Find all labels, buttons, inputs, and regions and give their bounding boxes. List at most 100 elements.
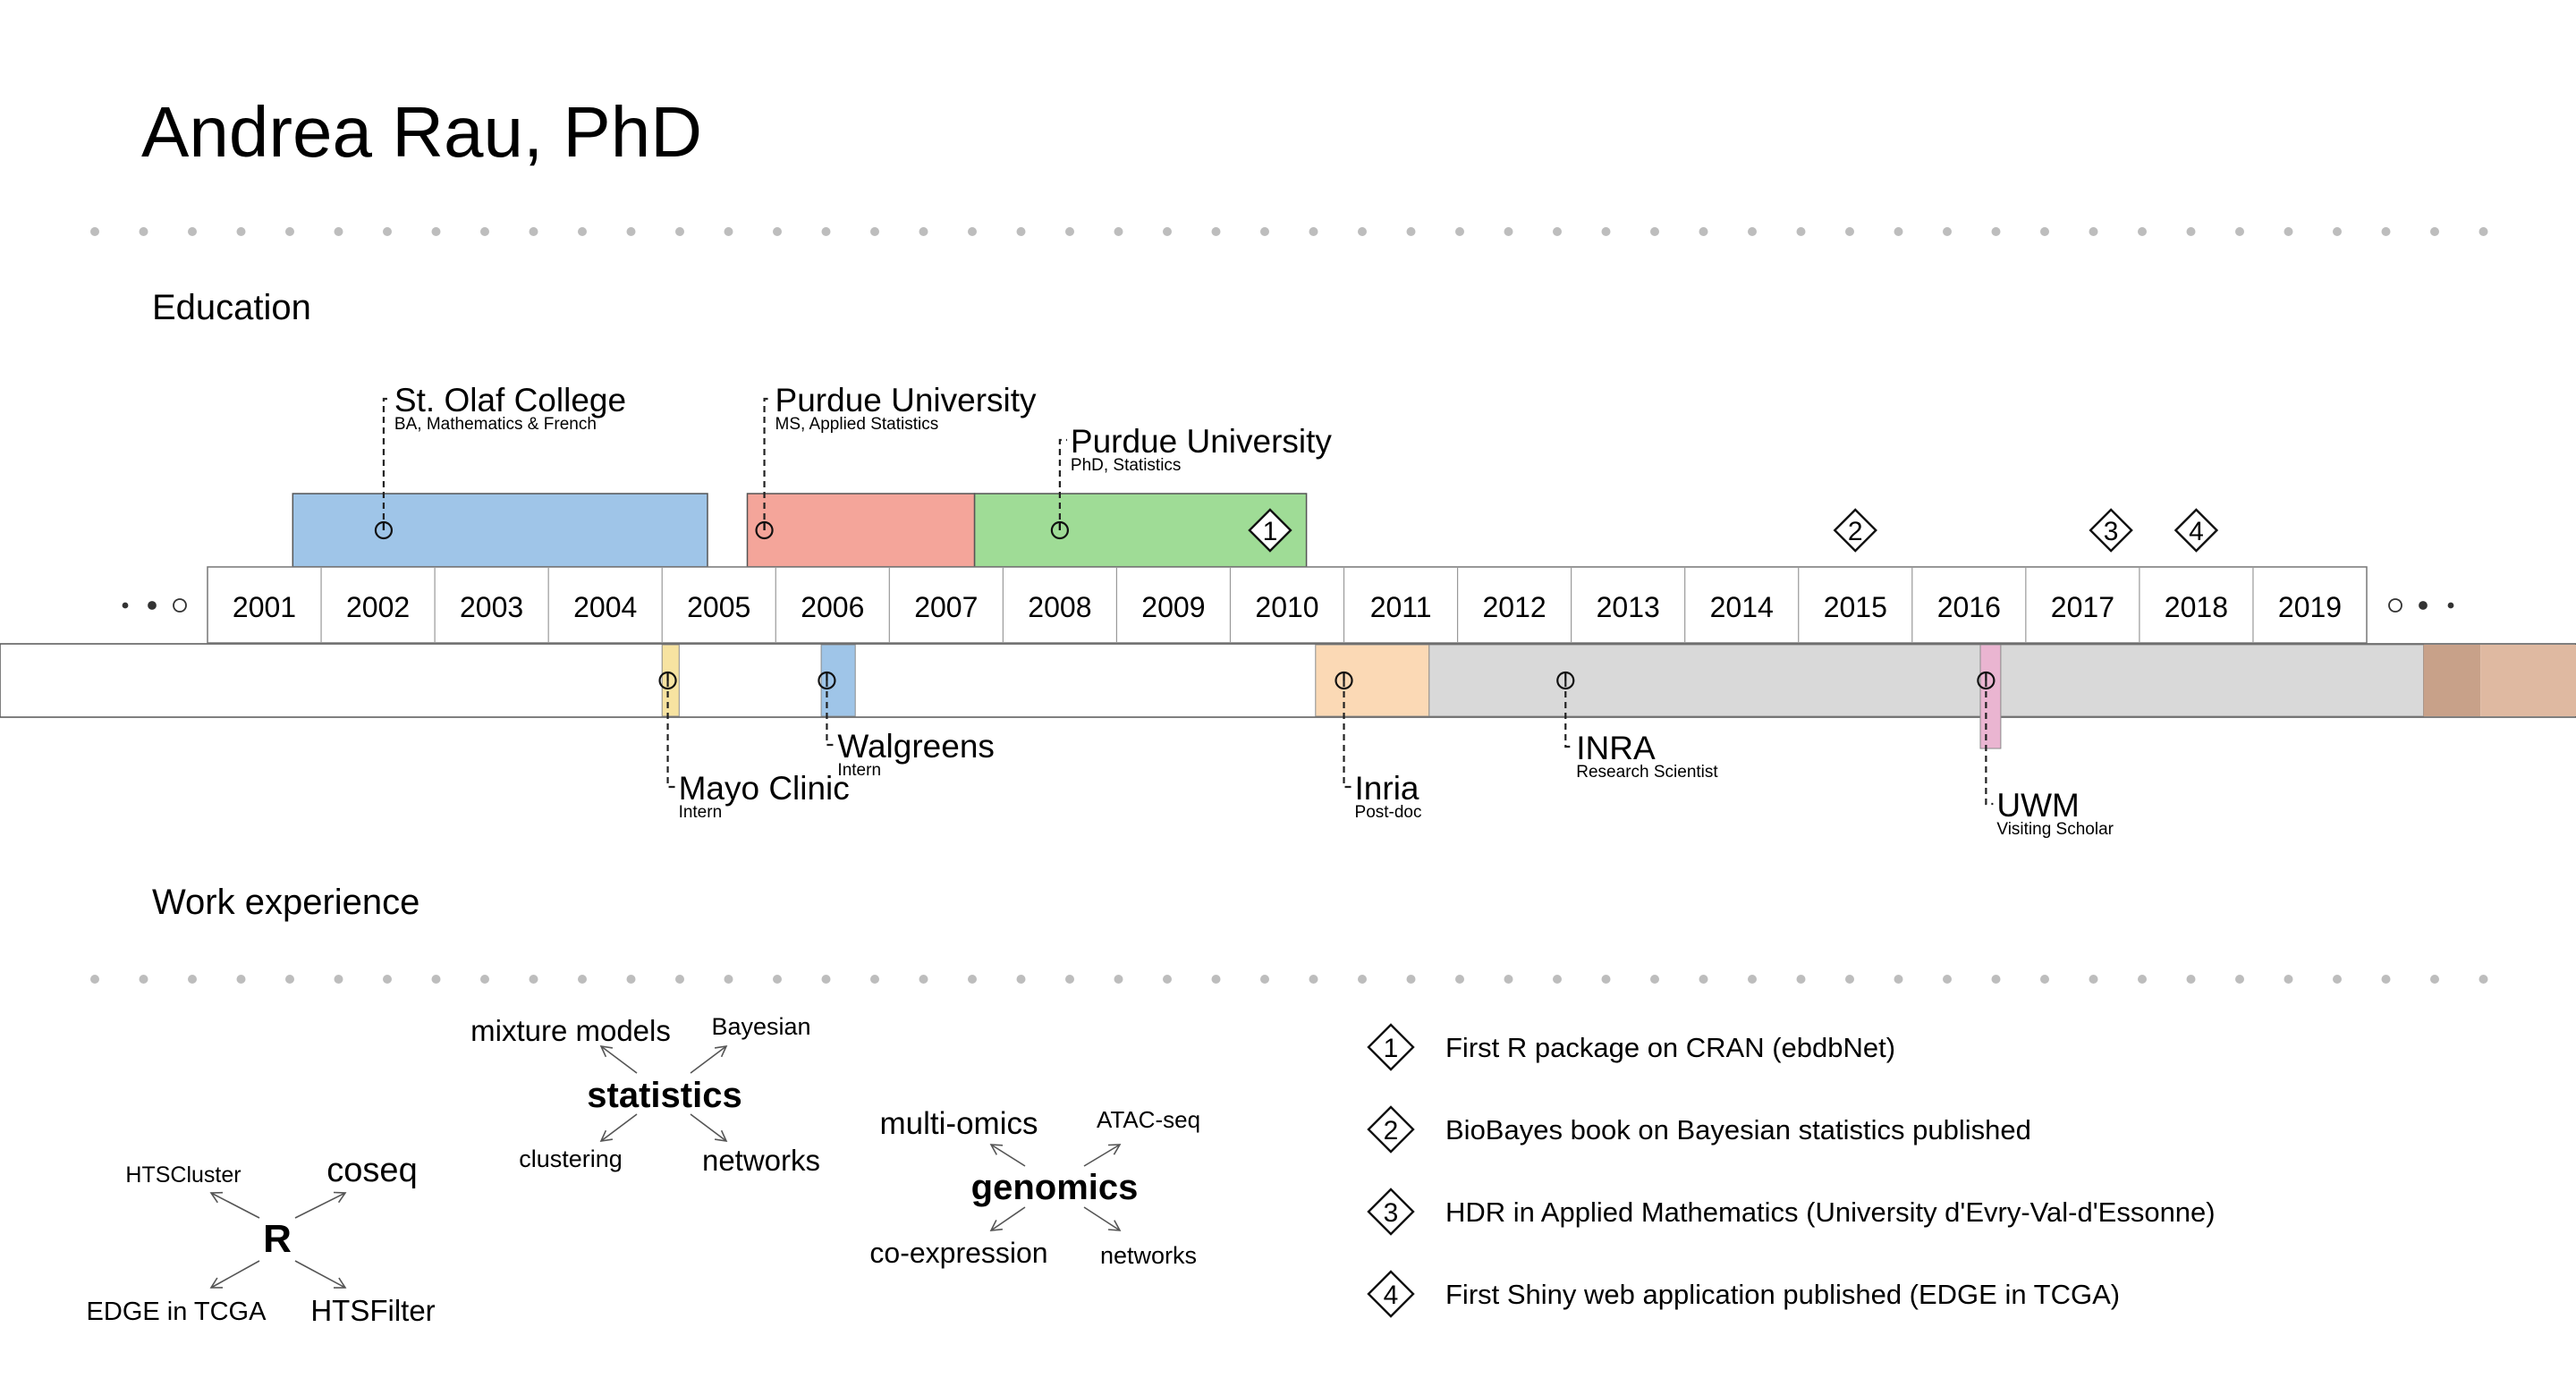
- separator-dot: [919, 227, 928, 236]
- work-bars: [661, 644, 2576, 749]
- legend-text-1: First R package on CRAN (ebdbNet): [1445, 1032, 1895, 1063]
- separator-dot: [724, 227, 733, 236]
- arrow-head: [989, 1144, 1004, 1155]
- separator-dot: [1748, 227, 1757, 236]
- milestone-diamond-1: [1248, 508, 1292, 553]
- separator-dot: [334, 975, 343, 984]
- year-tick-label: 2009: [1141, 591, 1205, 623]
- ellipsis-dot-right: [2419, 601, 2428, 610]
- milestone-diamond-2: [1833, 508, 1877, 553]
- skill-cluster-statistics: statistics mixture models Bayesian clusteri…: [470, 1013, 820, 1177]
- separator-dot: [1991, 975, 2001, 984]
- skill-arrow: [990, 1206, 1026, 1231]
- separator-dot: [919, 975, 928, 984]
- separator-dot: [2479, 975, 2488, 984]
- separator-dot: [480, 227, 489, 236]
- separator-dot: [285, 227, 294, 236]
- milestone-number: 1: [1263, 517, 1278, 546]
- skill-arrow: [294, 1192, 346, 1219]
- skill-center-statistics: statistics: [587, 1076, 741, 1115]
- separator-dot: [2040, 975, 2049, 984]
- separator-dot: [139, 975, 148, 984]
- separator-dot: [90, 975, 99, 984]
- separator-dot: [773, 227, 782, 236]
- timeline-label-purdue-university: Purdue University: [775, 382, 1038, 418]
- separator-dot: [1699, 975, 1708, 984]
- skill-arrow: [210, 1260, 260, 1289]
- separator-dot: [383, 975, 392, 984]
- separator-dot: [188, 975, 197, 984]
- leader-line: [826, 681, 835, 747]
- separator-dot: [90, 227, 99, 236]
- skill-cluster-r: R HTSCluster coseq EDGE in TCGA HTSFilter: [87, 1152, 436, 1327]
- separator-dot: [1894, 975, 1903, 984]
- timeline-label-walgreens: Walgreens: [837, 728, 994, 765]
- ellipsis-dot-left: [173, 598, 187, 613]
- milestone-number: 4: [1384, 1281, 1399, 1310]
- milestone-number: 2: [1384, 1116, 1399, 1146]
- skill-branch-atac-seq: ATAC-seq: [1097, 1106, 1200, 1133]
- year-tick-label: 2008: [1028, 591, 1091, 623]
- section-heading-education: Education: [152, 288, 311, 327]
- timeline-label-purdue-university: Purdue University: [1071, 423, 1333, 460]
- timeline-label-inria: Inria: [1355, 770, 1419, 807]
- leader-line: [1343, 681, 1352, 789]
- milestone-number: 2: [1848, 517, 1863, 546]
- leader-line: [1058, 438, 1067, 530]
- education-bar-0: [292, 493, 708, 568]
- year-tick-label: 2004: [573, 591, 637, 623]
- skill-branch-clustering: clustering: [519, 1146, 623, 1172]
- timeline-sublabel: BA, Mathematics & French: [394, 415, 597, 434]
- arrow-head: [1107, 1220, 1122, 1231]
- separator-dot: [1796, 227, 1806, 236]
- work-bar-mayo-clinic: [661, 644, 680, 717]
- separator-dot: [968, 227, 977, 236]
- year-tick-label: 2018: [2165, 591, 2228, 623]
- separator-dot: [1504, 975, 1513, 984]
- separator-dot: [529, 975, 538, 984]
- separator-dot: [821, 975, 831, 984]
- separator-dot: [2040, 227, 2049, 236]
- legend-diamond-1: [1367, 1023, 1415, 1071]
- arrow-head: [333, 1191, 347, 1204]
- legend-text-4: First Shiny web application published (E…: [1445, 1279, 2120, 1310]
- skill-branch-bayesian: Bayesian: [711, 1013, 810, 1040]
- year-tick-label: 2006: [801, 591, 864, 623]
- skill-arrow: [690, 1045, 727, 1074]
- year-tick-label: 2005: [687, 591, 750, 623]
- milestone-number: 1: [1384, 1034, 1399, 1063]
- separator-dot: [773, 975, 782, 984]
- education-bars: [292, 493, 1308, 568]
- skill-arrow: [600, 1045, 638, 1074]
- work-bar-inria: [1315, 644, 1430, 717]
- year-tick-label: 2011: [1370, 591, 1432, 623]
- separator-dot: [675, 227, 684, 236]
- arrow-head: [1107, 1144, 1122, 1155]
- separator-dot: [2235, 975, 2244, 984]
- year-tick-label: 2001: [233, 591, 296, 623]
- separator-dot: [2138, 227, 2147, 236]
- separator-dot: [1504, 227, 1513, 236]
- year-tick-label: 2002: [346, 591, 410, 623]
- skill-branch-networks: networks: [702, 1144, 820, 1177]
- separator-dot: [2333, 227, 2342, 236]
- arrow-head: [209, 1277, 224, 1289]
- separator-dot: [2381, 227, 2391, 236]
- arrow-head: [209, 1191, 224, 1204]
- separator-dot: [1358, 227, 1367, 236]
- leader-line: [763, 397, 772, 530]
- separator-dot: [870, 227, 879, 236]
- separator-dot: [431, 975, 441, 984]
- separator-dot: [2186, 227, 2196, 236]
- separator-dot: [1991, 227, 2001, 236]
- separator-dot: [1455, 975, 1464, 984]
- skill-arrow: [690, 1113, 727, 1142]
- separator-dot: [1114, 227, 1123, 236]
- separator-dot: [1699, 227, 1708, 236]
- separator-dot: [1114, 975, 1123, 984]
- timeline-sublabel: Research Scientist: [1576, 763, 1718, 782]
- legend-diamond-3: [1367, 1188, 1415, 1236]
- page-title: Andrea Rau, PhD: [141, 92, 702, 172]
